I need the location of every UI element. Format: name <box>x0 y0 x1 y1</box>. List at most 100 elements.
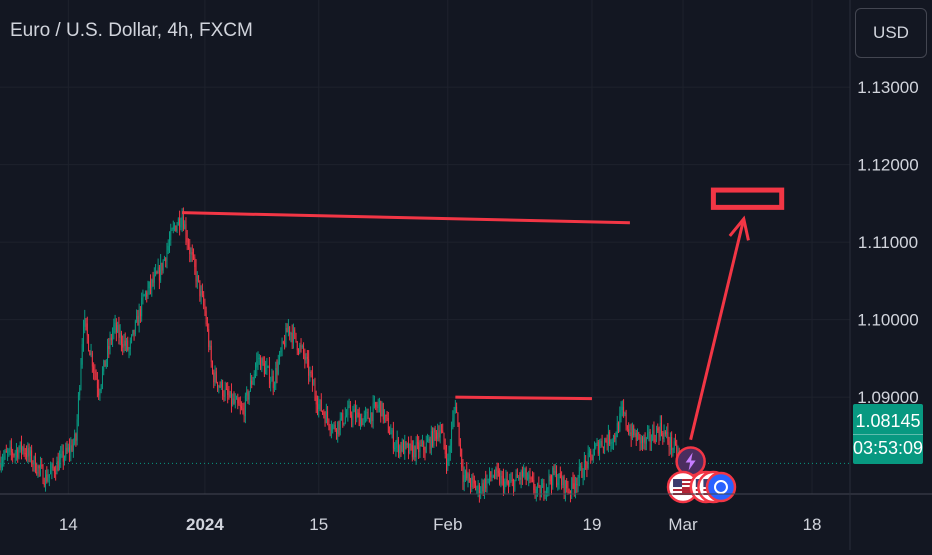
candle-body <box>575 484 576 489</box>
candle-body <box>341 413 342 419</box>
candle-body <box>65 448 66 458</box>
candle-body <box>216 371 217 382</box>
candle-body <box>589 451 590 453</box>
candle-body <box>613 436 614 443</box>
candle-body <box>593 455 594 460</box>
candle-body <box>63 451 64 462</box>
candle-body <box>39 466 40 468</box>
candle-body <box>289 327 290 335</box>
candle-body <box>251 381 252 385</box>
candle-body <box>308 359 309 376</box>
candle-body <box>136 316 137 321</box>
candle-body <box>423 442 424 450</box>
candle-body <box>571 478 572 493</box>
candle-body <box>12 452 13 455</box>
candle-body <box>99 391 100 396</box>
candle-body <box>87 323 88 335</box>
candle-body <box>232 398 233 404</box>
candle-body <box>342 413 343 425</box>
candle-body <box>218 386 219 388</box>
candle-body <box>83 327 84 344</box>
candle-body <box>307 357 308 359</box>
candle-body <box>385 415 386 416</box>
candle-body <box>13 455 14 456</box>
candle-body <box>284 343 285 347</box>
candle-body <box>105 360 106 366</box>
candle-body <box>594 448 595 455</box>
candle-body <box>555 471 556 474</box>
candle-body <box>125 341 126 346</box>
candle-body <box>641 437 642 443</box>
candle-body <box>379 401 380 405</box>
candle-body <box>597 442 598 444</box>
candle-body <box>657 428 658 430</box>
candle-body <box>344 423 345 425</box>
candle-body <box>485 479 486 488</box>
candle-body <box>483 483 484 491</box>
candle-body <box>541 487 542 497</box>
candle-body <box>167 250 168 261</box>
candle-body <box>356 412 357 418</box>
candle-body <box>503 477 504 490</box>
candle-body <box>492 477 493 478</box>
candle-body <box>532 478 533 480</box>
candle-body <box>132 330 133 335</box>
candle-body <box>116 323 117 333</box>
candle-body <box>554 468 555 474</box>
candle-body <box>279 352 280 361</box>
candle-body <box>499 473 500 484</box>
candle-body <box>35 457 36 472</box>
candle-body <box>317 404 318 409</box>
candle-body <box>538 485 539 487</box>
candle-body <box>168 246 169 251</box>
grid <box>0 0 850 494</box>
candle-body <box>478 485 479 489</box>
candle-body <box>351 415 352 420</box>
candle-body <box>414 446 415 457</box>
candle-body <box>617 423 618 437</box>
candle-body <box>235 400 236 403</box>
candle-body <box>179 218 180 227</box>
currency-button[interactable]: USD <box>855 8 927 58</box>
candle-body <box>580 466 581 467</box>
candle-body <box>106 360 107 367</box>
candle-body <box>412 445 413 457</box>
candle-body <box>260 358 261 370</box>
candle-body <box>26 454 27 457</box>
candle-body <box>476 489 477 490</box>
candle-body <box>645 437 646 443</box>
candle-body <box>464 475 465 482</box>
candle-body <box>198 275 199 280</box>
x-tick-label: 18 <box>803 515 822 534</box>
candle-body <box>354 409 355 412</box>
candle-body <box>447 458 448 465</box>
candle-body <box>163 260 164 270</box>
candle-body <box>523 472 524 476</box>
candle-body <box>450 445 451 452</box>
candle-body <box>294 330 295 333</box>
candle-body <box>73 444 74 451</box>
candle-body <box>632 426 633 439</box>
candle-body <box>217 382 218 387</box>
candle-body <box>624 413 625 414</box>
candle-body <box>328 419 329 426</box>
candle-body <box>547 487 548 488</box>
candle-body <box>239 403 240 405</box>
candle-body <box>31 450 32 463</box>
candle-body <box>148 288 149 296</box>
candle-body <box>636 433 637 441</box>
candle-body <box>497 468 498 471</box>
candle-body <box>512 480 513 481</box>
candle-body <box>556 471 557 485</box>
candle-body <box>579 467 580 478</box>
candle-body <box>77 419 78 440</box>
candle-body <box>321 400 322 411</box>
candle-body <box>273 376 274 388</box>
candle-body <box>388 418 389 433</box>
candle-body <box>364 416 365 419</box>
candle-body <box>278 362 279 374</box>
candle-body <box>79 388 80 396</box>
candle-body <box>382 403 383 416</box>
